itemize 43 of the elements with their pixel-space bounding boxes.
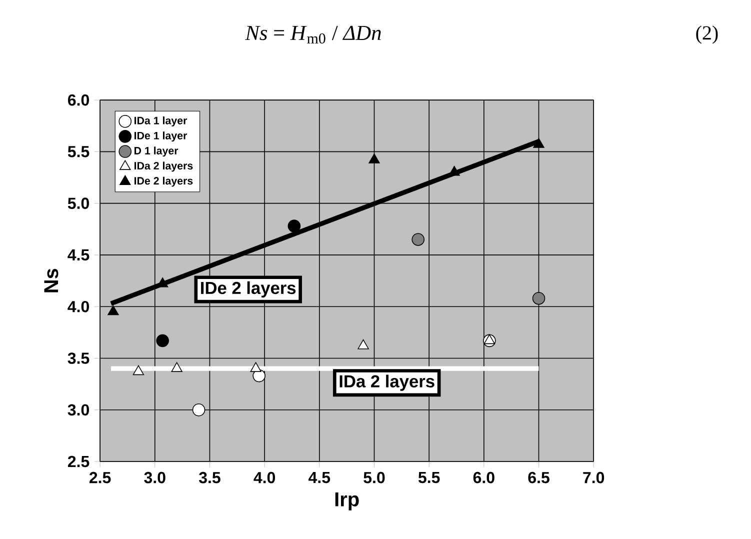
- y-tick-label: 6.0: [68, 94, 89, 106]
- legend-label: IDe 2 layers: [134, 176, 193, 187]
- y-tick-label: 4.5: [68, 249, 90, 261]
- x-tick-label: 2.5: [89, 472, 111, 484]
- point: [132, 365, 144, 376]
- point: [484, 334, 495, 344]
- x-tick-label: 5.5: [418, 472, 440, 484]
- point: [448, 166, 460, 176]
- x-tick-label: 4.0: [254, 472, 276, 484]
- point: [171, 362, 182, 372]
- y-tick-label: 3.0: [68, 404, 89, 416]
- y-tick-label: 3.5: [68, 352, 90, 364]
- point: [288, 220, 301, 232]
- x-tick-label: 3.5: [198, 472, 220, 484]
- point: [532, 292, 546, 305]
- y-tick-label: 2.5: [68, 456, 90, 468]
- point: [156, 334, 169, 348]
- y-tick-label: 5.5: [68, 146, 90, 158]
- point: [358, 339, 369, 350]
- x-tick-label: 6.5: [528, 472, 550, 484]
- x-tick-label: 6.0: [473, 472, 494, 484]
- legend-label: D 1 layer: [134, 146, 178, 157]
- point: [108, 305, 119, 316]
- x-tick-label: 5.0: [364, 472, 385, 484]
- point: [412, 233, 425, 246]
- legend-label: IDa 2 layers: [134, 162, 193, 172]
- y-axis-title: Ns: [44, 268, 58, 292]
- x-tick-label: 7.0: [583, 472, 604, 484]
- annotation: IDa 2 layers: [340, 374, 434, 391]
- chart-title: Ns = H$_{m0}$ / ΔDn: [245, 26, 381, 44]
- point: [533, 138, 544, 148]
- y-tick-label: 5.0: [68, 198, 89, 210]
- annotation: IDe 2 layers: [201, 281, 296, 298]
- legend-label: IDa 1 layer: [134, 116, 188, 126]
- point: [368, 154, 380, 164]
- point: [250, 362, 262, 372]
- point: [192, 404, 206, 416]
- x-tick-label: 4.5: [308, 472, 330, 484]
- legend-label: IDe 1 layer: [134, 132, 188, 142]
- x-axis-title: Irp: [335, 492, 359, 510]
- text: (2): [696, 26, 718, 44]
- x-tick-label: 3.0: [144, 472, 166, 484]
- y-tick-label: 4.0: [68, 300, 89, 312]
